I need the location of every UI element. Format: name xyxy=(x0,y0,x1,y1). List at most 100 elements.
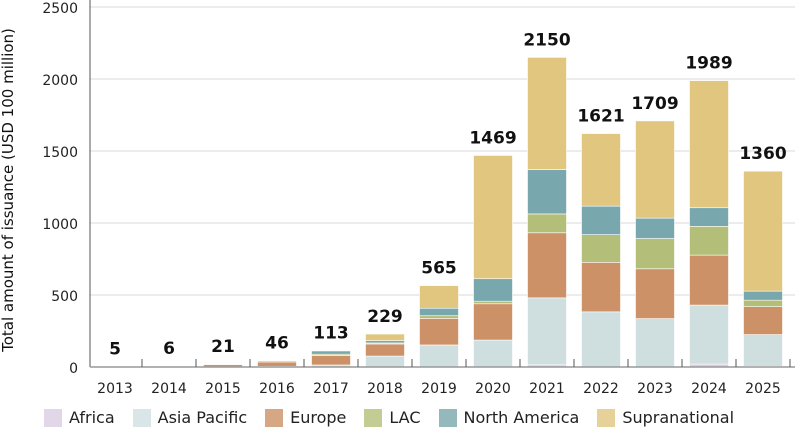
legend-label: Europe xyxy=(290,408,347,427)
bar-segment-supranational xyxy=(527,57,567,170)
bar-segment-supranational xyxy=(581,133,621,207)
total-label: 6 xyxy=(163,339,175,359)
bar-segment-lac xyxy=(743,299,783,307)
x-tick-label: 2018 xyxy=(367,381,403,397)
bar-segment-supranational xyxy=(635,120,675,219)
legend-item: LAC xyxy=(364,408,421,427)
axes: 0 500 1000 1500 2000 2500 2013 2014 2015 2016 2017… xyxy=(42,0,795,397)
bar-segment-north-america xyxy=(581,205,621,235)
bar-segment-asia-pacific xyxy=(473,339,513,368)
total-label: 5 xyxy=(109,339,121,359)
total-label: 2150 xyxy=(523,30,570,50)
legend-swatch xyxy=(438,408,457,427)
bar-segment-north-america xyxy=(527,169,567,215)
bar-segment-asia-pacific xyxy=(419,344,459,368)
bar-segment-europe xyxy=(527,232,567,299)
y-tick-label: 2000 xyxy=(42,73,78,89)
bar-segment-supranational xyxy=(743,170,783,292)
bar-segment-europe xyxy=(365,343,405,357)
x-tick-label: 2025 xyxy=(745,381,781,397)
bar-segment-north-america xyxy=(203,363,243,365)
y-tick-label: 1500 xyxy=(42,145,78,161)
legend-swatch xyxy=(44,408,62,427)
total-label: 1469 xyxy=(469,128,516,148)
bar-segment-supranational xyxy=(365,333,405,341)
x-tick-label: 2013 xyxy=(97,381,133,397)
legend-swatch xyxy=(597,408,616,427)
x-tick-label: 2024 xyxy=(691,381,727,397)
total-label: 565 xyxy=(421,259,457,279)
y-tick-label: 1000 xyxy=(42,217,78,233)
bar-segment-asia-pacific xyxy=(689,304,729,365)
total-label: 46 xyxy=(265,333,289,353)
x-tick-label: 2021 xyxy=(529,381,565,397)
bar-segment-asia-pacific xyxy=(581,311,621,368)
bar-segment-north-america xyxy=(743,290,783,301)
bar-segment-north-america xyxy=(419,307,459,317)
gridlines xyxy=(90,6,795,296)
y-axis-label: Total amount of issuance (USD 100 millio… xyxy=(0,28,17,353)
total-label: 1989 xyxy=(685,54,732,74)
bar-segment-asia-pacific xyxy=(527,297,567,366)
bar-segment-north-america xyxy=(689,207,729,227)
x-tick-label: 2015 xyxy=(205,381,241,397)
legend-swatch xyxy=(364,408,383,427)
bar-segment-lac xyxy=(527,213,567,234)
x-tick-label: 2019 xyxy=(421,381,457,397)
bar-segment-supranational xyxy=(473,155,513,280)
bar-segment-europe xyxy=(743,306,783,335)
bar-segment-lac xyxy=(635,238,675,270)
total-label: 113 xyxy=(313,324,349,344)
y-tick-label: 500 xyxy=(51,289,78,305)
legend-item: Supranational xyxy=(597,408,734,427)
x-tick-label: 2022 xyxy=(583,381,619,397)
total-label: 21 xyxy=(211,337,235,357)
legend-item: Asia Pacific xyxy=(132,408,248,427)
x-tick-label: 2023 xyxy=(637,381,673,397)
bar-segment-north-america xyxy=(635,217,675,239)
total-label: 1621 xyxy=(577,107,624,127)
bar-segment-lac xyxy=(581,234,621,263)
total-labels: 5 6 21 46 113 229 565 1469 2150 1621 1709 1989 1360 xyxy=(109,30,787,359)
x-tick-label: 2020 xyxy=(475,381,511,397)
legend-item: Europe xyxy=(265,408,346,427)
bar-segment-europe xyxy=(689,254,729,306)
bar-segment-supranational xyxy=(419,285,459,309)
legend-label: Asia Pacific xyxy=(157,408,248,427)
bar-segment-lac xyxy=(473,300,513,305)
bar-segment-lac xyxy=(419,315,459,319)
bar-segment-north-america xyxy=(365,340,405,344)
y-tick-label: 0 xyxy=(69,361,78,377)
bar-segment-asia-pacific xyxy=(365,355,405,368)
bar-segment-supranational xyxy=(689,80,729,209)
bar-segment-europe xyxy=(419,318,459,346)
bar-segment-europe xyxy=(581,262,621,313)
legend-swatch xyxy=(132,408,151,427)
total-label: 1709 xyxy=(631,94,678,114)
bar-segment-north-america xyxy=(473,278,513,302)
bar-segment-asia-pacific xyxy=(635,318,675,368)
x-tick-label: 2016 xyxy=(259,381,295,397)
bar-segment-lac xyxy=(689,226,729,256)
total-label: 1360 xyxy=(739,144,786,164)
total-label: 229 xyxy=(367,307,403,327)
bar-segment-europe xyxy=(311,355,351,366)
legend-label: Africa xyxy=(69,408,115,427)
legend: Africa Asia Pacific Europe LAC North America… xyxy=(44,408,752,427)
legend-item: Africa xyxy=(44,408,115,427)
legend-swatch xyxy=(265,408,284,427)
x-tick-label: 2017 xyxy=(313,381,349,397)
bar-segment-europe xyxy=(473,303,513,341)
legend-item: North America xyxy=(438,408,580,427)
legend-label: Supranational xyxy=(622,408,735,427)
x-tick-label: 2014 xyxy=(151,381,187,397)
legend-label: North America xyxy=(463,408,580,427)
bar-segment-north-america xyxy=(311,350,351,355)
y-tick-label: 2500 xyxy=(42,1,78,17)
bar-segment-europe xyxy=(635,268,675,319)
bar-segment-europe xyxy=(257,361,297,367)
bar-segment-asia-pacific xyxy=(743,334,783,367)
bars xyxy=(95,57,783,368)
